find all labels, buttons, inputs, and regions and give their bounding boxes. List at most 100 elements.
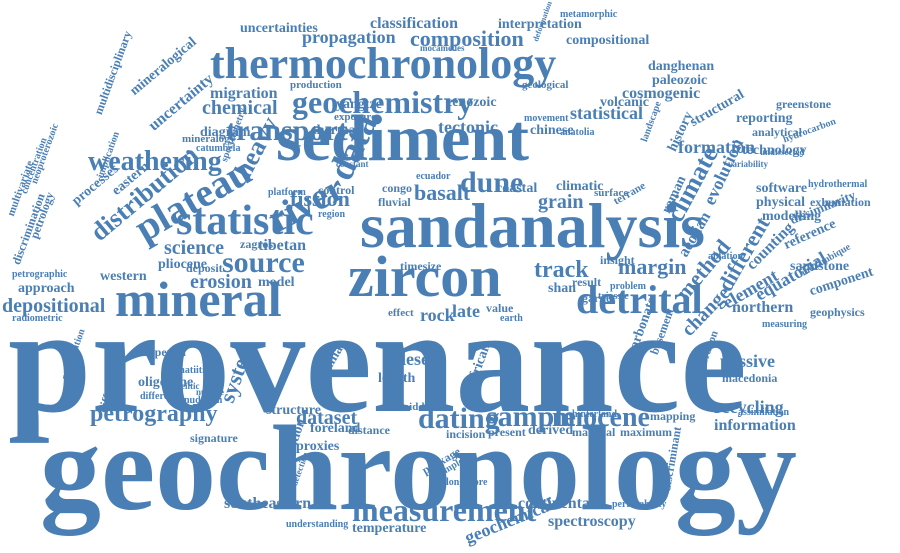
word-production: production xyxy=(290,79,342,91)
word-structure: structure xyxy=(266,403,321,418)
word-geological: geological xyxy=(522,79,569,91)
word-recycling: recycling xyxy=(714,397,784,417)
word-erosion: erosion xyxy=(190,271,252,293)
word-southeastern: southeastern xyxy=(224,495,312,512)
word-miocene: miocene xyxy=(552,402,650,433)
word-chinese: chinese xyxy=(530,123,574,138)
word-distance: distance xyxy=(348,423,390,437)
word-modelling: modelling xyxy=(762,209,822,224)
word-software: software xyxy=(756,181,808,196)
word-surface: surface xyxy=(594,187,629,199)
word-geochemistry: geochemistry xyxy=(292,84,474,120)
word-paleozoic: paleozoic xyxy=(652,73,708,88)
word-length: length xyxy=(378,371,416,386)
word-cenozoic: cenozoic xyxy=(446,95,497,110)
word-triassic: triassic xyxy=(598,291,629,302)
word-material: material xyxy=(572,425,616,439)
word-movement: movement xyxy=(524,113,569,124)
word-nuclide: nuclide xyxy=(196,387,225,397)
word-incision: incision xyxy=(446,427,486,441)
word-fission: fission xyxy=(290,186,350,211)
word-timesize: timesize xyxy=(400,259,442,273)
word-derived: derived xyxy=(528,423,574,438)
word-rock: rock xyxy=(420,305,455,325)
word-spectroscopy: spectroscopy xyxy=(548,513,636,530)
word-congo: congo xyxy=(382,181,412,195)
word-geochronology: geochronology xyxy=(40,401,797,536)
word-region: region xyxy=(318,209,346,220)
word-denudation: denudation xyxy=(174,395,223,406)
word-weathering: weathering xyxy=(88,146,222,177)
word-mapping: mapping xyxy=(650,409,696,423)
word-exhumation: exhumation xyxy=(810,195,871,209)
word-information: information xyxy=(714,417,796,434)
word-sediment: sediment xyxy=(276,102,529,175)
word-anatolia: anatolia xyxy=(560,127,595,138)
word-coastal: coastal xyxy=(496,181,538,196)
word-value: value xyxy=(486,301,514,315)
word-dune: dune xyxy=(460,166,524,199)
word-constant: constant xyxy=(336,159,369,169)
word-result: result xyxy=(572,275,602,289)
word-analytical: analytical xyxy=(752,125,802,139)
word-basalt: basalt xyxy=(414,180,471,205)
word-sandstone: sandstone xyxy=(790,259,850,274)
word-mineralogy: mineralogy xyxy=(182,133,236,145)
word-western: western xyxy=(100,269,147,284)
word-exposure: exposure xyxy=(334,111,376,123)
word-effect: effect xyxy=(388,307,414,319)
word-statistical: statistical xyxy=(570,103,643,123)
word-tectonic: tectonic xyxy=(438,117,498,137)
word-foreland: foreland xyxy=(310,421,361,436)
word-mineral: mineral xyxy=(115,271,282,327)
word-source: source xyxy=(222,246,305,279)
word-formation: formation xyxy=(678,137,755,157)
word-reporting: reporting xyxy=(736,111,793,126)
word-technology: technology xyxy=(742,143,807,158)
word-present: present xyxy=(488,425,526,439)
word-measuring: measuring xyxy=(762,319,807,330)
word-metamorphic: metamorphic xyxy=(560,9,618,20)
word-problem: problem xyxy=(610,281,646,292)
word-desert: desert xyxy=(396,349,443,369)
word-continental: continental xyxy=(518,495,595,512)
word-maximum: maximum xyxy=(620,425,672,439)
word-shan: shan xyxy=(548,281,577,296)
word-macedonia: macedonia xyxy=(722,371,778,385)
word-composition: composition xyxy=(410,26,524,51)
word-thermochronology: thermochronology xyxy=(210,39,557,88)
word-compositional: compositional xyxy=(566,33,650,48)
word-interpretation: interpretation xyxy=(498,17,582,32)
word-variability: variability xyxy=(728,159,768,169)
word-difference: difference xyxy=(140,391,183,402)
word-deposit: deposit xyxy=(186,261,223,275)
word-greenstone: greenstone xyxy=(776,97,832,111)
word-margin: margin xyxy=(618,254,687,279)
word-model: model xyxy=(258,275,295,290)
word-transport: transport xyxy=(226,114,348,147)
word-komatiitic: komatiitic xyxy=(166,365,210,376)
word-zircon: zircon xyxy=(348,244,502,309)
word-propagation: propagation xyxy=(302,27,396,47)
word-sandanalysis: sandanalysis xyxy=(360,190,706,261)
word-late: late xyxy=(452,301,480,321)
word-ecuador: ecuador xyxy=(416,171,451,182)
word-platform: platform xyxy=(268,187,306,198)
word-climatic: climatic xyxy=(556,179,604,194)
word-northern: northern xyxy=(732,299,794,316)
word-middle: middle xyxy=(400,401,433,413)
word-approach: approach xyxy=(18,281,75,296)
word-proxies: proxies xyxy=(296,439,340,454)
word-longshore: longshore xyxy=(446,477,488,488)
word-catumbela: catumbela xyxy=(196,143,241,154)
word-multidisciplinary: multidisciplinary xyxy=(91,28,135,117)
word-hydrothermal: hydrothermal xyxy=(808,179,868,190)
word-measurement: measurement xyxy=(352,492,537,528)
word-signature: signature xyxy=(190,431,238,445)
word-danghenan: danghenan xyxy=(648,59,715,74)
word-fluvial: fluvial xyxy=(378,195,411,209)
word-pliocene: pliocene xyxy=(158,257,207,272)
word-petrography: petrography xyxy=(90,401,218,427)
word-cosmogenic: cosmogenic xyxy=(622,85,701,102)
